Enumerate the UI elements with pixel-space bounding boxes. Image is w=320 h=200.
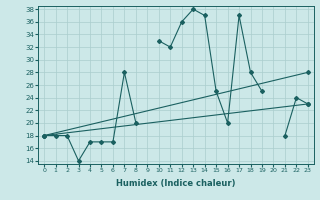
X-axis label: Humidex (Indice chaleur): Humidex (Indice chaleur) [116, 179, 236, 188]
